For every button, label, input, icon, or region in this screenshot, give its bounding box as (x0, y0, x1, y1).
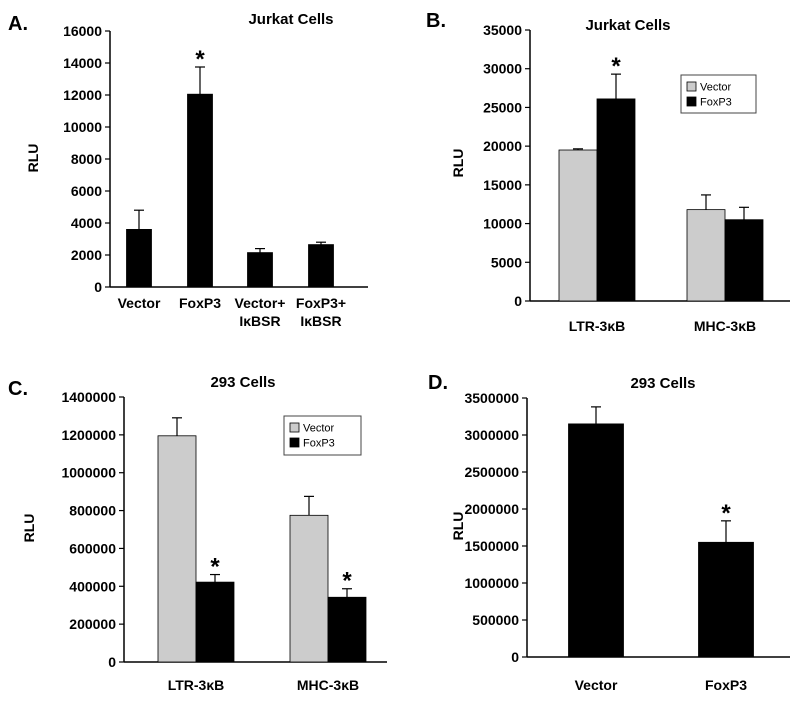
y-tick-label: 8000 (71, 151, 102, 167)
x-category-label: Vector+ (235, 295, 286, 311)
x-category-label: MHC-3κB (694, 318, 756, 334)
bar-value-3 (308, 244, 334, 288)
y-tick-label: 0 (511, 649, 519, 665)
bar-vector-0 (558, 149, 598, 302)
chart-panel-a: A. Jurkat Cells RLU 0 2000 4000 6000 8000 10000 1… (8, 11, 368, 329)
y-tick-label: 0 (108, 654, 116, 670)
legend-box (283, 415, 362, 456)
y-tick-label: 4000 (71, 215, 102, 231)
y-tick-label: 6000 (71, 183, 102, 199)
x-category-label: FoxP3 (705, 677, 747, 693)
bar-foxp3-1 (724, 219, 764, 302)
chart-panel-c: C. 293 Cells RLU 0 200000 400000 600000 800000 1… (8, 374, 387, 693)
y-tick-label: 5000 (491, 254, 522, 270)
x-category-label: IκBSR (300, 313, 341, 329)
bar-value-2 (247, 252, 273, 288)
y-tick-label: 0 (94, 279, 102, 295)
legend-box (680, 74, 757, 114)
legend-label-vector: Vector (303, 423, 335, 435)
y-tick-label: 1000000 (61, 465, 116, 481)
y-tick-label: 10000 (483, 216, 522, 232)
y-axis-label: RLU (21, 514, 37, 543)
y-tick-label: 3500000 (464, 390, 519, 406)
y-tick-label: 14000 (63, 55, 102, 71)
significance-star: * (342, 568, 352, 595)
y-tick-label: 1000000 (464, 575, 519, 591)
x-category-label: LTR-3κB (569, 318, 626, 334)
y-tick-label: 600000 (69, 540, 116, 556)
bar-value-1 (187, 93, 213, 288)
chart-title: Jurkat Cells (248, 11, 333, 28)
y-axis-label: RLU (450, 512, 466, 541)
y-tick-label: 12000 (63, 87, 102, 103)
panel-label: B. (426, 10, 446, 32)
bar-value-1 (698, 541, 754, 658)
bar-foxp3-0 (596, 98, 636, 302)
bar-vector-1 (289, 514, 329, 663)
legend-swatch-vector (686, 81, 697, 92)
y-axis-label: RLU (25, 144, 41, 173)
y-tick-label: 3000000 (464, 427, 519, 443)
significance-star: * (611, 53, 621, 80)
x-category-label: MHC-3κB (297, 677, 359, 693)
chart-title: 293 Cells (630, 375, 695, 392)
y-tick-label: 200000 (69, 616, 116, 632)
chart-title: 293 Cells (210, 374, 275, 391)
chart-panel-b: B. Jurkat Cells RLU 0 5000 10000 15000 20000 250… (426, 10, 790, 334)
legend-swatch-foxp3 (686, 96, 697, 107)
y-tick-label: 0 (514, 293, 522, 309)
y-tick-label: 2000000 (464, 501, 519, 517)
y-tick-label: 1500000 (464, 538, 519, 554)
y-tick-label: 30000 (483, 61, 522, 77)
legend-label-vector: Vector (700, 82, 732, 94)
x-category-label: IκBSR (239, 313, 280, 329)
y-tick-label: 800000 (69, 503, 116, 519)
y-tick-label: 400000 (69, 578, 116, 594)
x-category-label: Vector (118, 295, 161, 311)
y-tick-label: 2000 (71, 247, 102, 263)
significance-star: * (195, 46, 205, 73)
bar-value-0 (568, 423, 624, 658)
y-tick-label: 1400000 (61, 389, 116, 405)
y-tick-label: 2500000 (464, 464, 519, 480)
panel-label: A. (8, 13, 28, 35)
legend-swatch-foxp3 (289, 437, 300, 448)
chart-panel-d: D. 293 Cells RLU 0 500000 1000000 1500000 20000… (428, 372, 790, 693)
panel-label: D. (428, 372, 448, 394)
significance-star: * (210, 554, 220, 581)
y-tick-label: 15000 (483, 177, 522, 193)
panel-label: C. (8, 378, 28, 400)
x-category-label: FoxP3+ (296, 295, 346, 311)
y-tick-label: 35000 (483, 22, 522, 38)
bar-foxp3-0 (195, 581, 235, 663)
legend-swatch-vector (289, 422, 300, 433)
y-tick-label: 16000 (63, 23, 102, 39)
y-tick-label: 10000 (63, 119, 102, 135)
bar-value-0 (126, 228, 152, 288)
y-tick-label: 500000 (472, 612, 519, 628)
x-category-label: LTR-3κB (168, 677, 225, 693)
y-tick-label: 25000 (483, 99, 522, 115)
y-axis-label: RLU (450, 149, 466, 178)
bar-vector-0 (157, 435, 197, 663)
bar-foxp3-1 (327, 596, 367, 663)
x-category-label: FoxP3 (179, 295, 221, 311)
y-tick-label: 1200000 (61, 427, 116, 443)
legend-label-foxp3: FoxP3 (700, 97, 732, 109)
y-tick-label: 20000 (483, 138, 522, 154)
x-category-label: Vector (575, 677, 618, 693)
chart-title: Jurkat Cells (585, 17, 670, 34)
legend-label-foxp3: FoxP3 (303, 438, 335, 450)
significance-star: * (721, 500, 731, 527)
bar-vector-1 (686, 209, 726, 302)
